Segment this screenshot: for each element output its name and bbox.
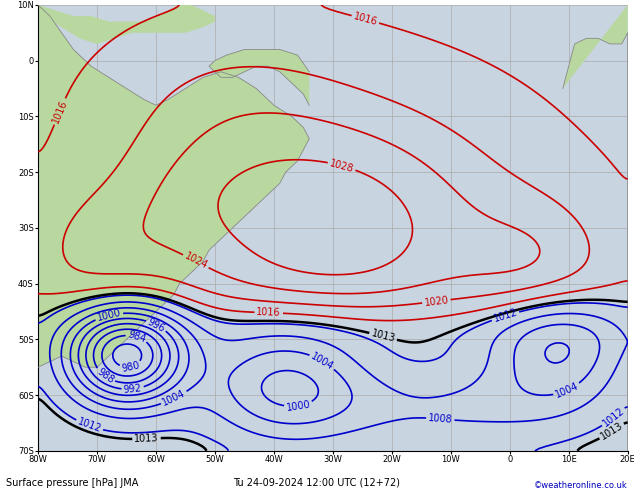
Text: 1000: 1000 [96,308,122,323]
Text: 1012: 1012 [601,406,626,429]
Polygon shape [38,5,309,367]
Text: 1004: 1004 [553,381,580,400]
Text: 1012: 1012 [492,307,519,324]
Text: 1004: 1004 [309,351,335,372]
Text: ©weatheronline.co.uk: ©weatheronline.co.uk [534,481,628,490]
Text: 1028: 1028 [328,158,355,174]
Text: 1012: 1012 [76,417,103,435]
Text: Tu 24-09-2024 12:00 UTC (12+72): Tu 24-09-2024 12:00 UTC (12+72) [233,478,401,488]
Text: 1016: 1016 [50,98,69,124]
Polygon shape [209,49,309,105]
Text: 988: 988 [94,367,115,386]
Text: 984: 984 [126,329,147,344]
Text: 996: 996 [146,317,167,334]
Polygon shape [563,5,628,451]
Text: Surface pressure [hPa] JMA: Surface pressure [hPa] JMA [6,478,139,488]
Text: 1013: 1013 [599,421,625,442]
Text: 1000: 1000 [285,399,311,413]
Text: 1020: 1020 [424,295,450,308]
Text: 1013: 1013 [370,328,396,344]
Text: 992: 992 [123,383,143,395]
Text: 980: 980 [120,360,141,373]
Text: 1016: 1016 [353,11,378,27]
Polygon shape [38,5,215,44]
Text: 1008: 1008 [428,413,453,425]
Text: 1016: 1016 [256,307,281,318]
Text: 1024: 1024 [183,251,209,271]
Text: 1013: 1013 [134,433,159,444]
Text: 1004: 1004 [161,389,187,408]
